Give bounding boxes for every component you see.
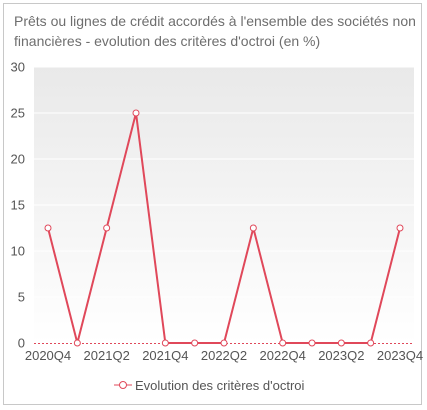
data-point[interactable] xyxy=(367,339,375,347)
y-tick-label: 20 xyxy=(11,152,25,167)
x-tick-label: 2021Q4 xyxy=(142,348,188,363)
data-point[interactable] xyxy=(337,339,345,347)
data-point[interactable] xyxy=(161,339,169,347)
data-point[interactable] xyxy=(73,339,81,347)
x-tick-label: 2022Q4 xyxy=(260,348,306,363)
x-tick-label: 2023Q4 xyxy=(377,348,423,363)
data-point[interactable] xyxy=(396,224,404,232)
data-point[interactable] xyxy=(308,339,316,347)
x-tick-label: 2023Q2 xyxy=(318,348,364,363)
legend-label[interactable]: Evolution des critères d'octroi xyxy=(135,378,305,393)
y-tick-label: 30 xyxy=(11,60,25,75)
data-point[interactable] xyxy=(44,224,52,232)
x-tick-label: 2020Q4 xyxy=(25,348,71,363)
chart-title: Prêts ou lignes de crédit accordés à l'e… xyxy=(14,13,416,49)
y-tick-label: 10 xyxy=(11,244,25,259)
data-point[interactable] xyxy=(132,109,140,117)
y-tick-label: 0 xyxy=(18,336,25,351)
data-point[interactable] xyxy=(249,224,257,232)
legend-marker xyxy=(119,381,127,389)
data-point[interactable] xyxy=(279,339,287,347)
y-tick-label: 15 xyxy=(11,198,25,213)
y-tick-label: 25 xyxy=(11,106,25,121)
x-tick-label: 2021Q2 xyxy=(84,348,130,363)
x-tick-label: 2022Q2 xyxy=(201,348,247,363)
data-point[interactable] xyxy=(103,224,111,232)
y-tick-label: 5 xyxy=(18,290,25,305)
data-point[interactable] xyxy=(220,339,228,347)
data-point[interactable] xyxy=(191,339,199,347)
